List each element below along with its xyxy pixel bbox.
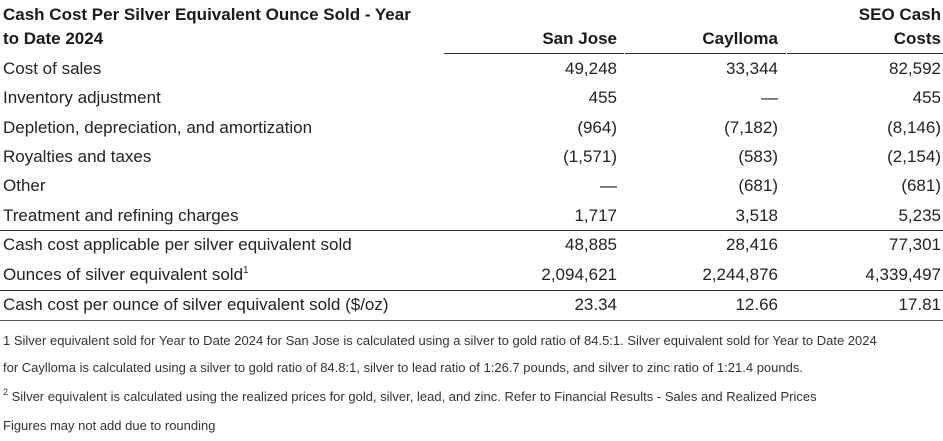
caylloma-value: — xyxy=(761,88,778,107)
seo-cash-header-line-2: Costs xyxy=(893,29,941,48)
san-jose-value: 48,885 xyxy=(565,235,617,254)
footnote-1-line-1: 1 Silver equivalent sold for Year to Dat… xyxy=(3,333,877,348)
seo-value: 77,301 xyxy=(889,235,941,254)
san-jose-value: — xyxy=(600,176,617,195)
seo-value: 5,235 xyxy=(898,206,941,225)
row-label: Depletion, depreciation, and amortizatio… xyxy=(3,118,313,137)
caylloma-value: 3,518 xyxy=(735,206,778,225)
table-row: Cost of sales 49,248 33,344 82,592 xyxy=(0,54,943,83)
footnote-ref-1: 1 xyxy=(243,265,249,276)
seo-value: (2,154) xyxy=(887,147,941,166)
table-row: Cash cost per ounce of silver equivalent… xyxy=(0,290,943,319)
seo-value: 82,592 xyxy=(889,59,941,78)
row-label: Cash cost applicable per silver equivale… xyxy=(3,235,352,254)
caylloma-value: (681) xyxy=(738,176,778,195)
caylloma-value: (583) xyxy=(738,147,778,166)
seo-value: 4,339,497 xyxy=(865,265,941,284)
seo-header-rule xyxy=(787,53,943,54)
row-label: Ounces of silver equivalent sold1 xyxy=(3,260,249,289)
row-label: Treatment and refining charges xyxy=(3,206,239,225)
table-row: Ounces of silver equivalent sold1 2,094,… xyxy=(0,260,943,289)
footnote-2-marker: 2 xyxy=(3,387,9,397)
san-jose-value: (964) xyxy=(577,118,617,137)
table-row: Treatment and refining charges 1,717 3,5… xyxy=(0,201,943,230)
seo-value: 455 xyxy=(912,88,941,107)
row-label: Cost of sales xyxy=(3,59,102,78)
san-jose-value: 1,717 xyxy=(574,206,617,225)
table-row: Royalties and taxes (1,571) (583) (2,154… xyxy=(0,142,943,171)
caylloma-value: (7,182) xyxy=(724,118,778,137)
row-label: Royalties and taxes xyxy=(3,147,152,166)
footnote-2-text: Silver equivalent is calculated using th… xyxy=(8,389,817,404)
caylloma-value: 28,416 xyxy=(726,235,778,254)
table-title-line-1: Cash Cost Per Silver Equivalent Ounce So… xyxy=(3,5,411,24)
table-row: Depletion, depreciation, and amortizatio… xyxy=(0,113,943,142)
caylloma-header: Caylloma xyxy=(702,29,778,48)
caylloma-value: 33,344 xyxy=(726,59,778,78)
row-label: Inventory adjustment xyxy=(3,88,161,107)
san-jose-value: 2,094,621 xyxy=(541,265,617,284)
caylloma-header-rule xyxy=(625,53,786,54)
seo-cash-header-line-1: SEO Cash xyxy=(858,5,941,24)
table-title-line-2: to Date 2024 xyxy=(3,29,104,48)
san-jose-header: San Jose xyxy=(542,29,617,48)
footnote-1-line-2: for Caylloma is calculated using a silve… xyxy=(3,360,803,375)
table-row: Inventory adjustment 455 — 455 xyxy=(0,83,943,112)
table-header-row-1: Cash Cost Per Silver Equivalent Ounce So… xyxy=(0,0,943,29)
table-bottom-rule xyxy=(0,320,943,321)
rounding-note: Figures may not add due to rounding xyxy=(3,418,216,433)
caylloma-value: 2,244,876 xyxy=(702,265,778,284)
subtotal-rule xyxy=(0,230,943,231)
table-row: Other — (681) (681) xyxy=(0,171,943,200)
row-label-text: Ounces of silver equivalent sold xyxy=(3,265,244,284)
table-header-row-2: to Date 2024 San Jose Caylloma Costs xyxy=(0,24,943,53)
san-jose-value: 455 xyxy=(588,88,617,107)
caylloma-value: 12.66 xyxy=(735,295,778,314)
seo-value: 17.81 xyxy=(898,295,941,314)
seo-value: (681) xyxy=(901,176,941,195)
san-jose-header-rule xyxy=(444,53,624,54)
table-row: Cash cost applicable per silver equivale… xyxy=(0,230,943,259)
san-jose-value: 23.34 xyxy=(574,295,617,314)
footnote-2: 2 Silver equivalent is calculated using … xyxy=(3,382,941,411)
row-label: Cash cost per ounce of silver equivalent… xyxy=(3,295,389,314)
san-jose-value: (1,571) xyxy=(563,147,617,166)
san-jose-value: 49,248 xyxy=(565,59,617,78)
row-label: Other xyxy=(3,176,46,195)
seo-value: (8,146) xyxy=(887,118,941,137)
total-rule xyxy=(0,290,943,291)
